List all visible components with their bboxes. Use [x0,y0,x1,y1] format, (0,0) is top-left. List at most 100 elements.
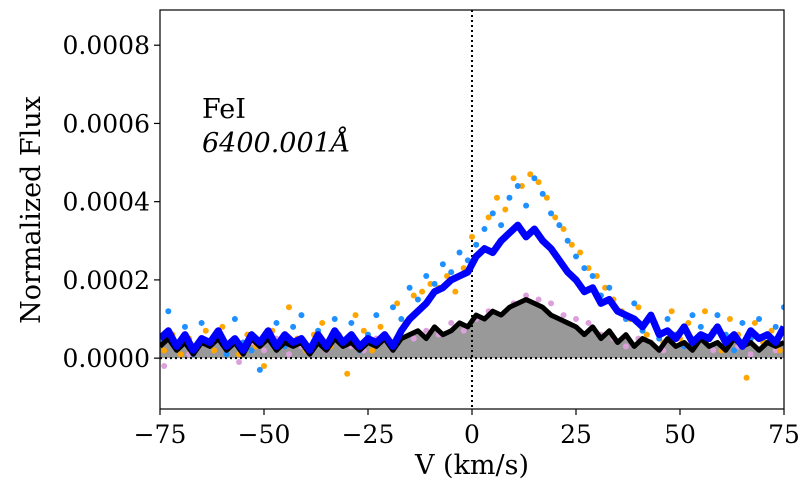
y-tick-label: 0.0000 [63,344,150,373]
orange-data-point [685,319,692,326]
orange-data-point [369,347,376,354]
lightblue-data-point [248,347,255,354]
lightblue-data-point [231,316,238,323]
orange-data-point [285,304,292,311]
lightblue-data-point [573,253,579,260]
pink-data-point [460,327,467,334]
x-axis: −75 −50 −25 0 25 50 75 [134,409,800,449]
lightblue-data-point [589,273,596,279]
lightblue-data-point [181,323,188,330]
orange-data-point [510,175,517,182]
orange-data-point [219,323,226,330]
orange-data-point [543,194,550,201]
pink-data-point [585,319,592,326]
pink-data-point [410,335,417,342]
lightblue-data-point [506,194,513,201]
x-tick-label: −25 [342,420,395,449]
orange-data-point [768,327,775,334]
pink-data-point [560,312,567,319]
annotation-wavelength: 6400.001Å [202,126,350,159]
lightblue-data-point [473,241,480,248]
orange-data-point [527,171,534,178]
orange-data-point [552,214,559,221]
y-tick-label: 0.0004 [63,188,150,217]
pink-data-point [747,351,754,358]
pink-data-point [548,300,555,307]
orange-data-point [344,370,351,377]
x-tick-label: 25 [560,420,592,449]
x-tick-label: 50 [664,420,696,449]
orange-data-point [211,347,218,354]
orange-data-point [444,273,451,279]
y-tick-label: 0.0008 [63,31,150,60]
lightblue-data-point [431,280,438,287]
lightblue-data-point [772,323,779,330]
lightblue-data-point [273,319,280,326]
lightblue-data-point [531,175,538,182]
lightblue-data-point [514,183,521,190]
lightblue-data-point [606,284,613,291]
lightblue-data-point [489,210,496,217]
orange-data-point [360,327,367,334]
orange-data-point [161,347,168,354]
pink-data-point [535,296,542,303]
lightblue-data-point [731,347,738,354]
lightblue-data-point [223,351,230,358]
pink-data-point [772,347,779,354]
lightblue-data-point [539,190,546,197]
lightblue-data-point [298,312,305,319]
lightblue-data-point [165,308,172,315]
x-tick-label: 0 [464,420,480,449]
orange-data-point [419,288,426,295]
lightblue-data-point [523,202,530,209]
lightblue-data-point [414,296,421,303]
plot-area [160,10,784,409]
pink-data-point [448,319,455,326]
pink-data-point [573,316,579,323]
orange-data-point [751,319,758,326]
pink-data-point [622,343,629,350]
lightblue-data-point [398,316,405,323]
orange-data-point [602,284,609,291]
lightblue-data-point [256,366,263,373]
orange-data-point [427,280,434,287]
annotation-element: FeI [202,94,246,125]
y-tick-label: 0.0006 [63,109,150,138]
lightblue-data-point [406,284,413,291]
lightblue-data-point [198,319,205,326]
pink-data-point [523,292,530,299]
orange-data-point [726,316,733,323]
orange-data-point [502,206,509,213]
orange-data-point [261,362,267,369]
pink-data-point [710,347,717,354]
lightblue-data-point [781,304,784,311]
gray-fill-area [160,299,784,359]
lightblue-data-point [439,261,446,268]
pink-data-point [285,351,292,358]
lightblue-data-point [348,319,355,326]
orange-data-point [568,241,575,248]
orange-data-point [452,288,459,295]
orange-data-point [202,327,209,334]
lightblue-data-point [581,265,588,272]
lightblue-data-point [697,323,704,330]
y-tick-label: 0.0002 [63,266,150,295]
x-tick-label: −50 [238,420,291,449]
orange-data-point [776,347,783,354]
orange-data-point [410,292,417,299]
orange-data-point [585,265,592,272]
orange-data-point [577,249,584,256]
lightblue-data-point [481,226,488,233]
orange-data-point [743,374,750,381]
orange-data-point [319,319,326,326]
lightblue-data-point [689,312,696,319]
lightblue-data-point [714,312,721,319]
orange-data-point [560,226,567,233]
x-tick-label: −75 [134,420,187,449]
lightblue-data-point [448,269,455,276]
x-tick-label: 75 [768,420,800,449]
orange-data-point [394,300,401,307]
orange-data-point [535,179,542,186]
lightblue-data-point [664,316,671,323]
